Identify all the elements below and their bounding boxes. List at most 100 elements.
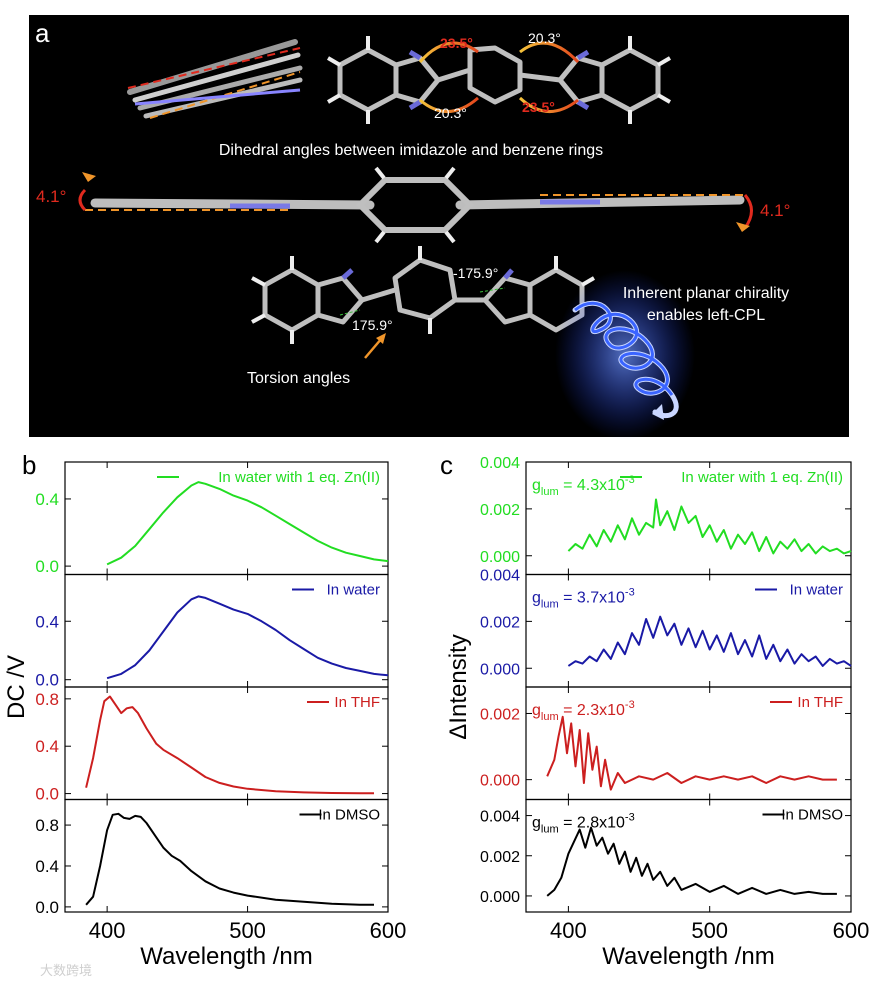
dihedral-angle-red-bottom: 23.5°	[522, 99, 555, 115]
dihedral-caption: Dihedral angles between imidazole and be…	[219, 142, 603, 159]
glum-exponent: -3	[625, 474, 635, 486]
subplot: 0.0 0.4 In water with 1 eq. Zn(II)	[35, 461, 389, 576]
y-tick-label: 0.4	[35, 737, 59, 756]
y-tick-label: 0.0	[35, 557, 59, 576]
legend-label: In THF	[797, 694, 843, 711]
panel-a-background	[29, 15, 849, 437]
series-line	[85, 695, 374, 795]
series-line	[106, 481, 389, 566]
y-tick-label: 0.000	[480, 549, 520, 566]
y-tick-label: 0.000	[480, 773, 520, 790]
dihedral-angle-red-top: 23.5°	[440, 35, 473, 51]
y-tick-label: 0.002	[480, 502, 520, 519]
subplot: 0.000 0.002 In THF glum = 2.3x10-3	[480, 686, 852, 801]
x-tick-label: 400	[89, 918, 126, 943]
glum-value: = 4.3x10	[559, 477, 625, 494]
y-tick-label: 0.000	[480, 889, 520, 906]
legend-label: In THF	[334, 694, 380, 711]
chirality-caption-line-1: Inherent planar chirality	[623, 285, 789, 302]
y-tick-label: 0.0	[35, 671, 59, 690]
glum-exponent: -3	[625, 587, 635, 599]
x-axis-label: Wavelength /nm	[140, 943, 313, 970]
y-tick-label: 0.004	[480, 809, 520, 826]
y-tick-label: 0.004	[480, 568, 520, 585]
panel-a: a	[29, 15, 849, 440]
x-tick-label: 400	[550, 918, 587, 943]
x-tick-label: 500	[229, 918, 266, 943]
dihedral-angle-white-bottom: 20.3°	[434, 105, 467, 121]
legend-label: In DMSO	[781, 807, 843, 824]
glum-subscript: lum	[541, 824, 559, 836]
y-tick-label: 0.4	[35, 857, 59, 876]
panel-a-label: a	[35, 18, 50, 48]
chart-panel-b: b DC /V Wavelength /nm 0.0 0.4 In water with …	[3, 450, 406, 970]
glum-subscript: lum	[541, 486, 559, 498]
charts-layer: b DC /V Wavelength /nm 0.0 0.4 In water with …	[3, 450, 869, 970]
y-tick-label: 0.002	[480, 706, 520, 723]
glum-symbol: g	[532, 815, 541, 832]
x-tick-label: 500	[691, 918, 728, 943]
glum-annotation: glum = 3.7x10-3	[532, 587, 635, 611]
torsion-caption: Torsion angles	[247, 370, 350, 387]
chirality-caption-line-2: enables left-CPL	[647, 307, 765, 324]
panel-label: c	[440, 450, 453, 480]
subplot: 0.000 0.002 0.004 In water with 1 eq. Zn(II…	[480, 455, 852, 576]
glum-subscript: lum	[541, 599, 559, 611]
y-tick-label: 0.8	[35, 816, 59, 835]
y-tick-label: 0.8	[35, 690, 59, 709]
dihedral-angle-white-top: 20.3°	[528, 30, 561, 46]
torsion-angle-right: -175.9°	[453, 265, 498, 281]
torsion-angle-left: 175.9°	[352, 317, 393, 333]
watermark: 大数跨境	[40, 963, 92, 978]
subplot: 0.0 0.4 0.8 In DMSO	[35, 798, 389, 917]
subplot: 0.000 0.002 0.004 In DMSO glum = 2.8x10-3	[480, 798, 852, 913]
y-tick-label: 0.0	[35, 898, 59, 917]
series-line	[567, 498, 852, 555]
y-axis-label: DC /V	[3, 655, 30, 719]
x-axis-label: Wavelength /nm	[602, 943, 775, 970]
panel-label: b	[22, 450, 36, 480]
glum-annotation: glum = 4.3x10-3	[532, 474, 635, 498]
glum-value: = 2.3x10	[559, 702, 625, 719]
side-angle-right: 4.1°	[760, 201, 790, 220]
side-angle-left: 4.1°	[36, 187, 66, 206]
glum-symbol: g	[532, 590, 541, 607]
glum-symbol: g	[532, 477, 541, 494]
glum-annotation: glum = 2.3x10-3	[532, 699, 635, 723]
side-view-molecule	[127, 39, 303, 119]
dihedral-arrows	[418, 41, 580, 113]
series-line	[567, 615, 852, 667]
y-tick-label: 0.4	[35, 490, 59, 509]
legend-label: In water	[327, 582, 380, 599]
glum-subscript: lum	[541, 711, 559, 723]
cpl-helix-icon	[555, 270, 695, 440]
subplot: 0.0 0.4 0.8 In THF	[35, 686, 389, 804]
subplot-frame	[64, 798, 389, 913]
x-tick-label: 600	[370, 918, 407, 943]
glum-exponent: -3	[625, 699, 635, 711]
subplot: 0.0 0.4 In water	[35, 573, 389, 690]
series-line	[106, 595, 389, 680]
subplot: 0.000 0.002 0.004 In water glum = 3.7x10-3	[480, 568, 852, 688]
y-tick-label: 0.4	[35, 612, 59, 631]
series-line	[546, 715, 837, 791]
y-tick-label: 0.002	[480, 849, 520, 866]
glum-value: = 2.8x10	[559, 815, 625, 832]
legend-label: In water with 1 eq. Zn(II)	[218, 469, 380, 486]
legend-label: In water with 1 eq. Zn(II)	[681, 469, 843, 486]
y-tick-label: 0.0	[35, 785, 59, 804]
glum-annotation: glum = 2.8x10-3	[532, 812, 635, 836]
series-line	[546, 826, 837, 897]
series-line	[85, 812, 374, 906]
x-tick-label: 600	[833, 918, 870, 943]
middle-molecule	[78, 166, 753, 244]
y-tick-label: 0.000	[480, 661, 520, 678]
chart-panel-c: c ΔIntensity Wavelength /nm 0.000 0.002 0.004…	[440, 450, 869, 970]
legend-label: In DMSO	[318, 807, 380, 824]
glum-symbol: g	[532, 702, 541, 719]
y-axis-label: ΔIntensity	[445, 634, 472, 739]
glum-value: = 3.7x10	[559, 590, 625, 607]
bottom-molecule	[251, 246, 596, 344]
